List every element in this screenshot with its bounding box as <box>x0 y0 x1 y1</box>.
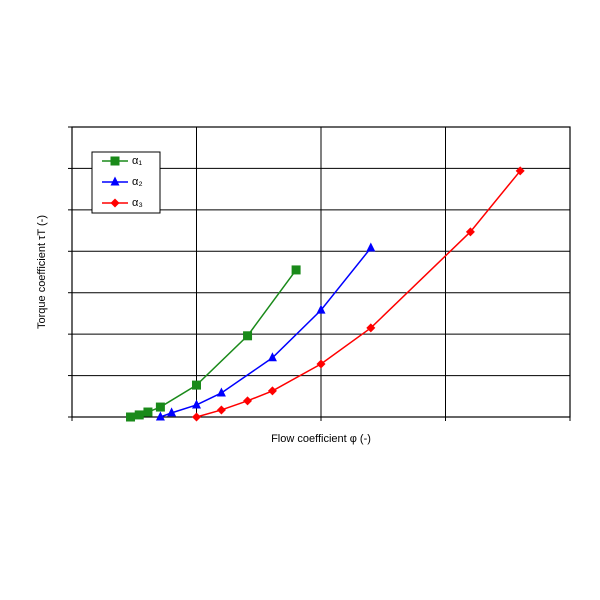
legend-marker <box>110 198 120 208</box>
marker <box>192 399 201 409</box>
plot-frame <box>71 126 571 418</box>
marker <box>167 407 177 417</box>
marker <box>155 411 165 421</box>
marker <box>366 242 376 252</box>
legend-marker <box>110 156 120 166</box>
series-line <box>130 269 297 418</box>
marker <box>143 407 153 417</box>
marker <box>155 402 165 412</box>
marker <box>216 387 226 397</box>
marker <box>267 352 277 362</box>
marker <box>243 396 253 406</box>
marker <box>134 410 144 420</box>
marker <box>366 323 376 333</box>
marker <box>126 412 136 422</box>
marker <box>291 265 301 275</box>
series-line <box>160 247 372 418</box>
legend-label: α₂ <box>132 176 143 188</box>
marker <box>515 166 525 176</box>
legend-label: α₃ <box>132 197 143 209</box>
marker <box>316 359 326 369</box>
marker <box>465 227 475 237</box>
legend-label: α₁ <box>132 155 142 167</box>
marker <box>192 380 201 390</box>
marker <box>316 304 326 314</box>
y-axis-label: Torque coefficient τT (-) <box>36 215 48 329</box>
marker <box>192 412 201 422</box>
series-line <box>196 170 521 418</box>
marker <box>243 331 253 341</box>
x-axis-label: Flow coefficient φ (-) <box>271 433 371 445</box>
marker <box>216 405 226 415</box>
legend-marker <box>110 176 120 186</box>
marker <box>267 386 277 396</box>
